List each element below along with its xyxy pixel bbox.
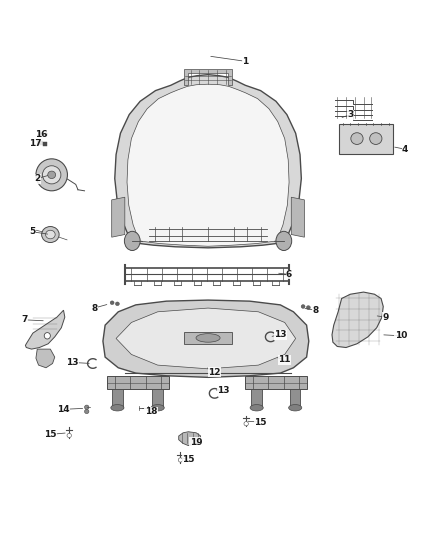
Circle shape: [276, 231, 292, 251]
Text: 12: 12: [208, 368, 221, 376]
Text: 8: 8: [312, 306, 318, 314]
Ellipse shape: [36, 159, 67, 191]
Ellipse shape: [85, 405, 89, 409]
Ellipse shape: [370, 133, 382, 144]
Ellipse shape: [250, 405, 263, 411]
Ellipse shape: [46, 230, 55, 239]
Ellipse shape: [42, 166, 61, 184]
Polygon shape: [245, 376, 307, 389]
Polygon shape: [291, 197, 304, 237]
Ellipse shape: [196, 334, 220, 342]
Text: 11: 11: [279, 356, 291, 364]
Ellipse shape: [44, 333, 50, 339]
Polygon shape: [184, 332, 232, 344]
Text: 15: 15: [182, 455, 194, 464]
Ellipse shape: [151, 405, 164, 411]
Text: 16: 16: [35, 130, 48, 139]
Text: 19: 19: [190, 438, 202, 447]
Text: 8: 8: [91, 304, 97, 312]
Polygon shape: [152, 389, 163, 408]
Text: 14: 14: [57, 405, 70, 414]
Text: 10: 10: [395, 332, 407, 340]
Ellipse shape: [351, 133, 363, 144]
Ellipse shape: [85, 409, 89, 414]
Text: 6: 6: [286, 270, 292, 279]
Ellipse shape: [67, 433, 71, 438]
Text: 15: 15: [44, 430, 57, 439]
Polygon shape: [112, 389, 123, 408]
Polygon shape: [112, 197, 125, 237]
Ellipse shape: [111, 405, 124, 411]
Text: 17: 17: [29, 140, 41, 148]
Ellipse shape: [110, 301, 114, 305]
Ellipse shape: [178, 458, 183, 462]
Polygon shape: [339, 124, 393, 154]
Circle shape: [124, 231, 140, 251]
Ellipse shape: [115, 302, 119, 306]
Bar: [43, 142, 47, 146]
Ellipse shape: [306, 306, 310, 309]
Text: 13: 13: [274, 330, 286, 339]
Ellipse shape: [244, 422, 248, 426]
Text: 5: 5: [30, 228, 36, 236]
Text: 13: 13: [66, 358, 78, 367]
Polygon shape: [115, 75, 301, 248]
Polygon shape: [127, 84, 289, 246]
Polygon shape: [251, 389, 262, 408]
Polygon shape: [25, 310, 65, 349]
Ellipse shape: [48, 171, 56, 179]
Text: 13: 13: [217, 386, 230, 394]
Ellipse shape: [42, 227, 59, 243]
Text: 18: 18: [145, 407, 157, 416]
Text: 15: 15: [254, 418, 267, 426]
Ellipse shape: [301, 305, 305, 308]
Polygon shape: [179, 432, 201, 446]
Polygon shape: [290, 389, 300, 408]
Polygon shape: [184, 69, 232, 85]
Text: 9: 9: [382, 313, 389, 321]
Polygon shape: [116, 308, 296, 369]
Text: 3: 3: [347, 110, 353, 119]
Ellipse shape: [289, 405, 302, 411]
Text: 2: 2: [34, 174, 40, 183]
Bar: [37, 141, 42, 145]
Polygon shape: [107, 376, 169, 389]
Polygon shape: [36, 349, 55, 368]
Text: 7: 7: [21, 316, 27, 324]
Ellipse shape: [39, 132, 42, 135]
Text: 1: 1: [242, 57, 248, 66]
Polygon shape: [332, 292, 383, 348]
Polygon shape: [103, 300, 309, 377]
Ellipse shape: [44, 133, 48, 136]
Text: 4: 4: [402, 145, 408, 154]
